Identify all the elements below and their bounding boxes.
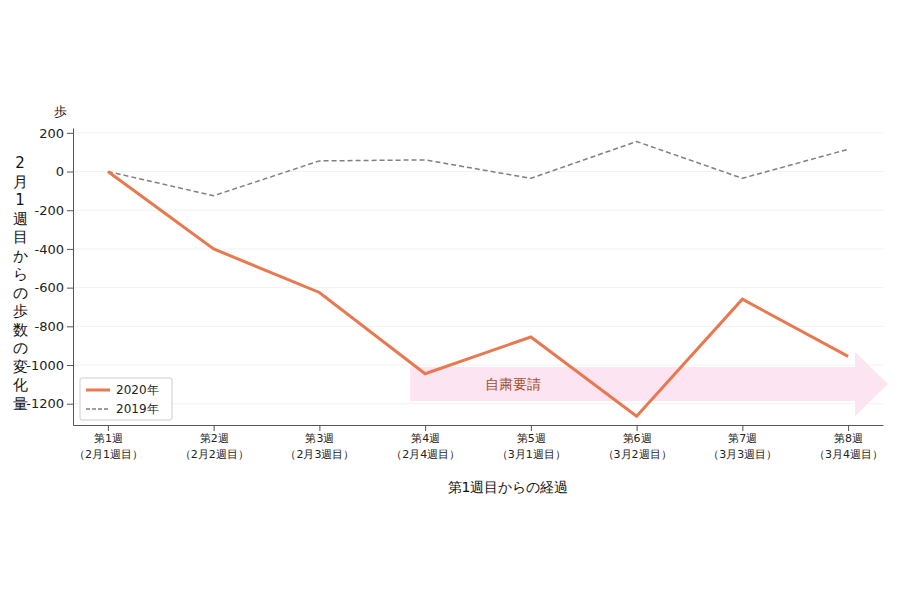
x-tick-label: 第1週（2月1週目） (74, 432, 143, 461)
y-tick: 200 (39, 125, 73, 140)
y-tick-mark (67, 326, 73, 327)
x-tick: 第3週（2月3週目） (285, 425, 354, 461)
legend-label: 2019年 (116, 402, 159, 416)
y-axis-title: 2月1週目からの歩数の変化量 (13, 154, 28, 413)
grid-line (73, 403, 883, 404)
x-tick-mark (319, 425, 320, 431)
y-tick-mark (67, 133, 73, 134)
y-tick-label: -200 (34, 203, 64, 218)
plot-area (108, 142, 848, 417)
y-tick-label: -1200 (26, 396, 64, 411)
y-tick-mark (67, 404, 73, 405)
y-axis-line (73, 129, 74, 426)
legend-swatch (86, 389, 110, 392)
y-axis: 200 0 -200 -400 -600 -800 -1000 -1200 (26, 125, 73, 425)
x-tick-mark (848, 425, 849, 431)
y-tick: -1000 (26, 358, 73, 373)
x-tick-label: 第8週（3月4週目） (814, 432, 883, 461)
y-tick-label: -800 (34, 319, 64, 334)
x-tick: 第4週（2月4週目） (391, 425, 460, 461)
y-tick: -200 (34, 203, 73, 218)
x-tick-mark (531, 425, 532, 431)
grid-line (73, 287, 883, 288)
x-tick: 第1週（2月1週目） (74, 425, 143, 461)
y-tick-label: 0 (56, 164, 64, 179)
x-tick: 第2週（2月2週目） (180, 425, 249, 461)
x-axis: 第1週（2月1週目） 第2週（2月2週目） 第3週（2月3週目） 第4週（2月4週目）… (74, 425, 884, 461)
x-tick-mark (742, 425, 743, 431)
grid-line (73, 210, 883, 211)
y-tick: -600 (34, 280, 73, 295)
y-tick-mark (67, 288, 73, 289)
y-tick-label: -400 (34, 242, 64, 257)
y-tick-mark (67, 210, 73, 211)
x-axis-title: 第1週目からの経過 (448, 479, 569, 495)
x-tick: 第8週（3月4週目） (814, 425, 883, 461)
legend-label: 2020年 (116, 383, 159, 397)
grid-line (73, 132, 883, 133)
grid-line (73, 171, 883, 172)
y-tick: -1200 (26, 396, 73, 411)
x-tick: 第7週（3月3週目） (708, 425, 777, 461)
x-tick: 第5週（3月1週目） (497, 425, 566, 461)
x-tick-mark (108, 425, 109, 431)
grid-line (73, 365, 883, 366)
x-tick-label: 第2週（2月2週目） (180, 432, 249, 461)
legend-box (80, 378, 172, 420)
series-line (108, 142, 848, 196)
x-tick-label: 第6週（3月2週目） (603, 432, 672, 461)
x-tick-label: 第4週（2月4週目） (391, 432, 460, 461)
x-tick-mark (425, 425, 426, 431)
x-tick-label: 第3週（2月3週目） (285, 432, 354, 461)
x-tick: 第6週（3月2週目） (603, 425, 672, 461)
x-tick-label: 第5週（3月1週目） (497, 432, 566, 461)
y-tick-label: 200 (39, 125, 64, 140)
y-unit-label: 歩 (54, 104, 67, 119)
annotation-text: 自粛要請 (485, 376, 541, 392)
legend-swatch (86, 408, 110, 410)
y-tick: -400 (34, 242, 73, 257)
y-tick-mark (67, 365, 73, 366)
series-line (108, 172, 848, 417)
x-tick-label: 第7週（3月3週目） (708, 432, 777, 461)
grid (73, 133, 883, 404)
grid-line (73, 248, 883, 249)
annotation-arrow (410, 352, 888, 416)
y-tick-label: -1000 (26, 358, 64, 373)
y-tick-label: -600 (34, 280, 64, 295)
legend: 2020年 2019年 (80, 378, 172, 420)
y-tick: 0 (56, 164, 73, 179)
y-tick: -800 (34, 319, 73, 334)
x-axis-line (74, 425, 884, 426)
y-tick-mark (67, 249, 73, 250)
y-tick-mark (67, 172, 73, 173)
chart: 自粛要請 200 0 -200 -400 -600 -800 -1000 -1200 第1週（2月… (0, 0, 900, 600)
x-tick-mark (637, 425, 638, 431)
x-tick-mark (214, 425, 215, 431)
grid-line (73, 326, 883, 327)
